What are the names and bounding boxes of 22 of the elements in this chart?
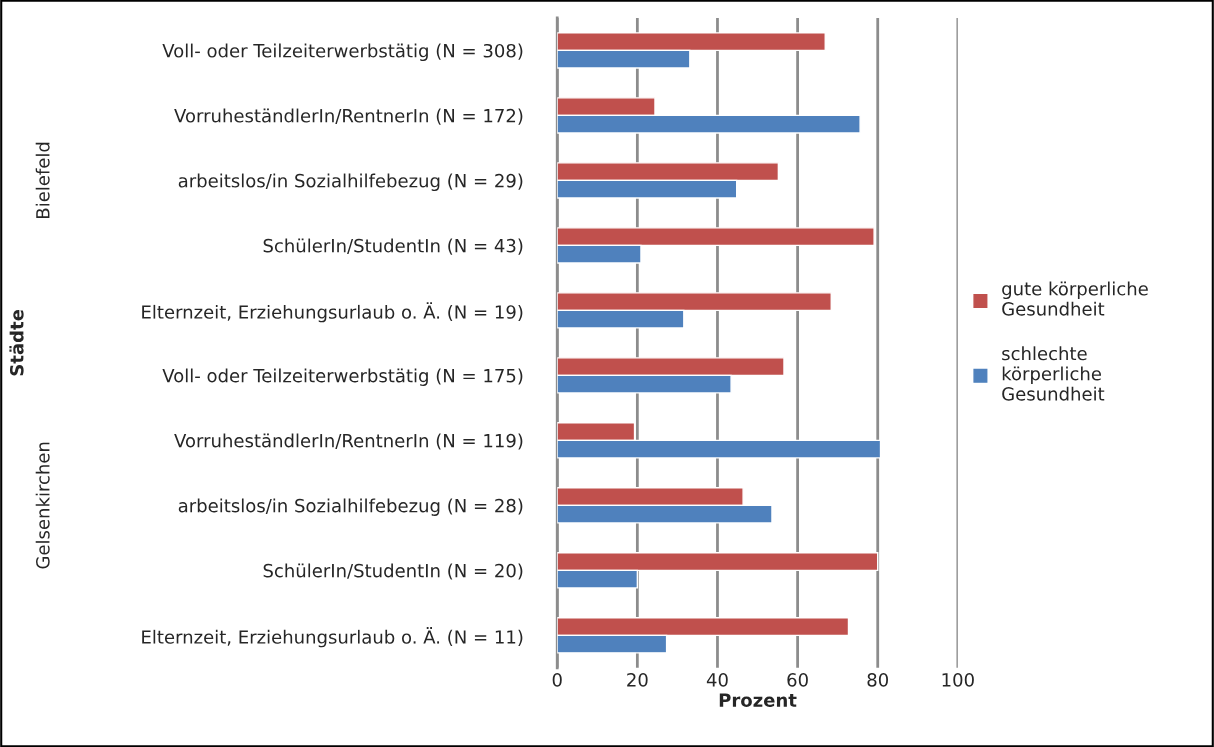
y-tick-label: Voll- oder Teilzeiterwerbstätig (N = 308) [162, 43, 523, 62]
x-tick-label: 20 [627, 673, 648, 687]
y-tick-label: SchülerIn/StudentIn (N = 43) [263, 238, 523, 255]
legend-label: gute körperliche Gesundheit [1002, 281, 1148, 316]
y-tick-label: Elternzeit, Erziehungsurlaub o. Ä. (N = 11) [142, 627, 523, 648]
x-tick-label: 0 [552, 673, 562, 687]
text: Städte [9, 309, 24, 376]
y-tick-label: VorruheständlerIn/RentnerIn (N = 119) [174, 433, 523, 450]
x-tick-label: 100 [942, 673, 974, 687]
y-tick-label: arbeitslos/in Sozialhilfebezug (N = 28) [178, 498, 523, 516]
text: Bielefeld [35, 142, 50, 218]
x-tick-label: 80 [867, 673, 889, 687]
y-tick-label: Voll- oder Teilzeiterwerbstätig (N = 175) [162, 368, 523, 386]
y-tick-label: arbeitslos/in Sozialhilfebezug (N = 29) [178, 173, 523, 192]
y-tick-label: SchülerIn/StudentIn (N = 20) [263, 563, 523, 580]
text: Gelsenkirchen [35, 442, 50, 569]
y-tick-label: VorruheständlerIn/RentnerIn (N = 172) [174, 108, 523, 125]
x-axis-title: Prozent [719, 693, 797, 707]
legend-label: schlechte körperliche Gesundheit [1002, 346, 1105, 401]
x-tick-label: 40 [706, 673, 728, 687]
y-tick-label: Elternzeit, Erziehungsurlaub o. Ä. (N = 19) [142, 302, 523, 323]
x-tick-label: 60 [787, 673, 808, 687]
